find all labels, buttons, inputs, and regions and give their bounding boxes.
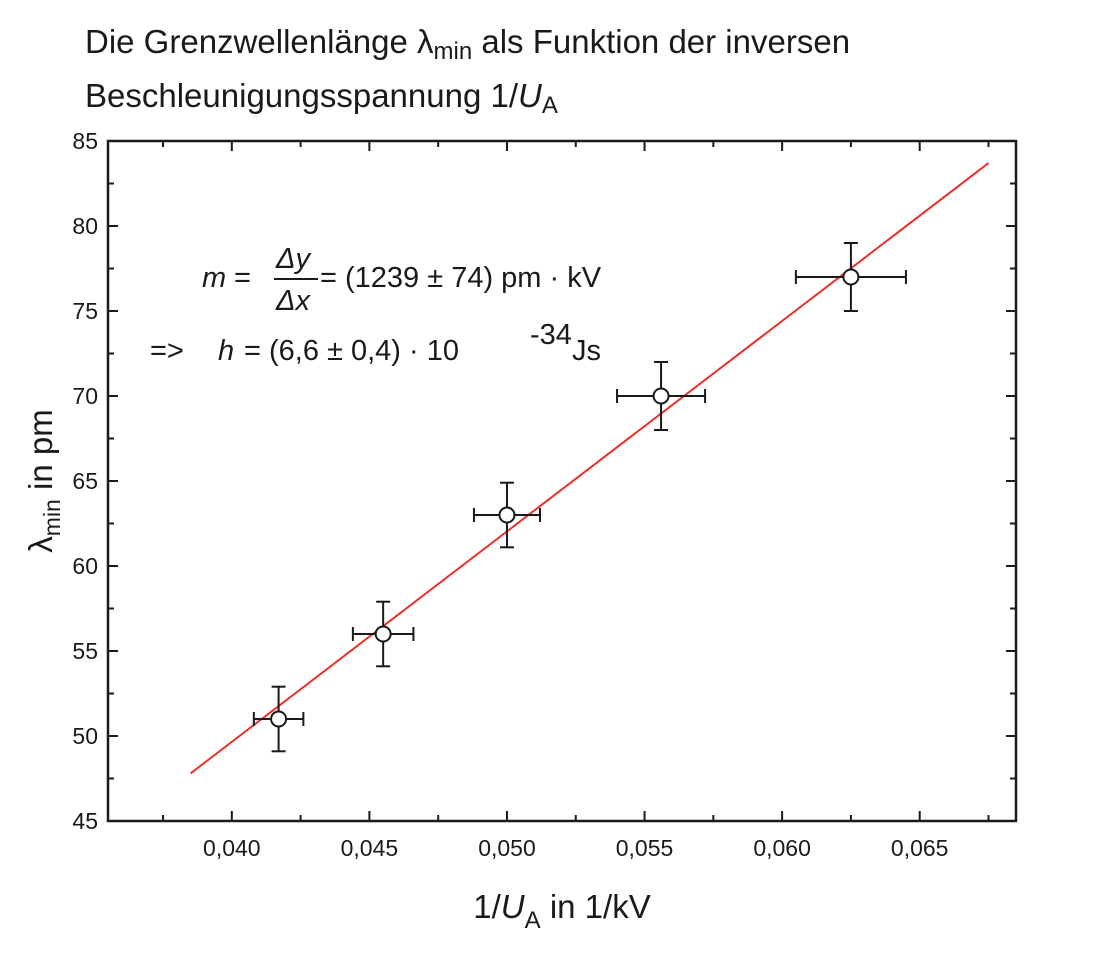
x-tick-label: 0,065 [891,835,949,861]
x-tick-label: 0,060 [753,835,811,861]
y-tick-label: 65 [72,468,98,494]
slope-annotation: m = Δy Δx = (1239 ± 74) pm · kV [202,243,602,317]
x-tick-label: 0,050 [478,835,536,861]
x-tick-label: 0,055 [616,835,674,861]
point-marker [842,268,860,286]
data-point [616,361,707,431]
planck-h-var: h [218,335,234,367]
slope-m-var: m [202,262,226,294]
planck-unit: Js [572,335,601,367]
x-axis-label: 1/UA in 1/kV [473,888,650,934]
fit-line [189,162,990,775]
fit-line-group [189,162,990,775]
y-tick-label: 60 [72,553,98,579]
title-line-2: Beschleunigungsspannung 1/UA [85,77,558,119]
data-points [252,242,907,753]
data-point [351,600,415,668]
data-point [472,481,541,549]
x-tick-label: 0,045 [341,835,399,861]
point-marker [652,387,670,405]
title-line-1: Die Grenzwellenlänge λmin als Funktion d… [85,23,851,65]
y-axis-ticks: 45 50 55 60 65 70 75 80 85 [72,128,1016,834]
point-marker [498,506,516,524]
point-marker [374,625,392,643]
planck-h-value: = (6,6 ± 0,4) · 10 [244,335,459,367]
plot-frame [106,139,1018,823]
y-tick-label: 50 [72,723,98,749]
slope-frac-denominator: Δx [275,285,311,317]
y-tick-label: 75 [72,298,98,324]
x-axis-ticks: 0,040 0,045 0,050 0,055 0,060 0,065 [162,141,990,861]
slope-frac-numerator: Δy [275,243,311,275]
y-tick-label: 55 [72,638,98,664]
data-point [794,242,907,312]
chart-title: Die Grenzwellenlänge λmin als Funktion d… [85,20,850,128]
y-tick-label: 80 [72,213,98,239]
y-tick-label: 45 [72,808,98,834]
point-marker [270,710,288,728]
y-tick-label: 85 [72,128,98,154]
y-tick-label: 70 [72,383,98,409]
planck-arrow: => [150,335,184,367]
slope-m-eq: = [234,262,251,294]
planck-exponent: -34 [530,319,572,351]
x-tick-label: 0,040 [203,835,261,861]
y-axis-label: λmin in pm [22,409,65,552]
plot-border [106,139,1018,823]
data-point [252,685,305,753]
planck-annotation: => h = (6,6 ± 0,4) · 10 -34 Js [150,319,601,367]
slope-m-value: = (1239 ± 74) pm · kV [320,262,602,294]
